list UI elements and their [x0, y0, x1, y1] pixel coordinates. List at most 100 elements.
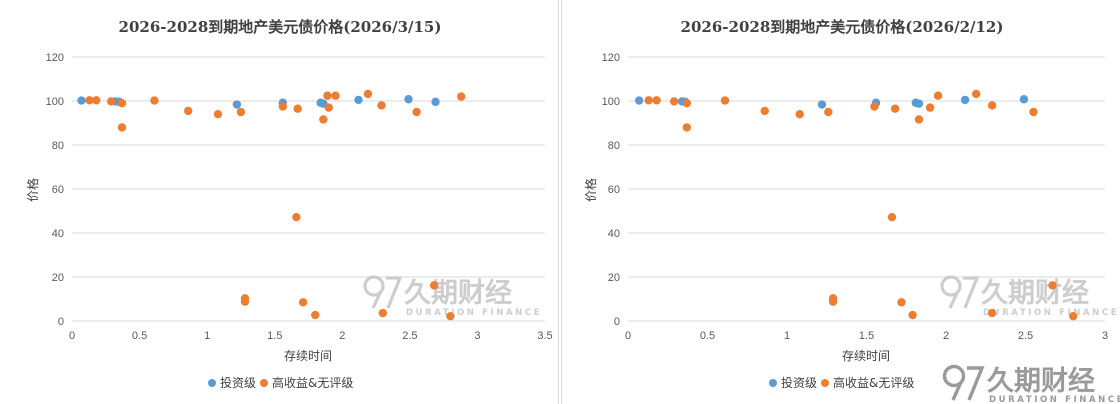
- point-high-yield: [412, 107, 421, 117]
- point-high-yield: [652, 96, 661, 105]
- y-tick-labels: 0 20 40 60 80 100 120: [602, 52, 620, 328]
- point-high-yield: [106, 97, 116, 106]
- x-tick-labels: 0 0.5 1 1.5 2 2.5 3 3.5: [69, 330, 553, 342]
- point-high-yield: [213, 110, 223, 119]
- point-high-yield: [933, 91, 943, 100]
- point-high-yield: [972, 89, 981, 99]
- point-investment-grade: [232, 100, 242, 109]
- point-high-yield: [446, 311, 455, 321]
- scatter-points: [77, 89, 466, 321]
- legend: 投资级 高收益&无评级: [769, 375, 914, 390]
- point-high-yield: [363, 89, 373, 99]
- footer-sub: DURATION FINANCE: [989, 395, 1120, 404]
- x-tick-label: 2.5: [1018, 330, 1033, 342]
- point-high-yield: [760, 106, 769, 116]
- point-high-yield: [987, 101, 997, 110]
- point-high-yield: [331, 91, 340, 100]
- y-tick-labels: 0 20 40 60 80 100 120: [46, 52, 64, 328]
- chart-panel-right: 2026-2028到期地产美元债价格(2026/2/12) 0 20 40 60 80 1…: [561, 0, 1120, 404]
- point-high-yield: [824, 107, 833, 117]
- x-tick-label: 1: [784, 330, 790, 342]
- x-tick-label: 0: [69, 330, 75, 342]
- watermark-emblem-icon: [363, 275, 403, 309]
- y-tick-label: 20: [608, 272, 620, 284]
- watermark-brand: 久期财经: [981, 277, 1089, 309]
- x-tick-label: 3: [474, 330, 480, 342]
- x-tick-label: 0: [625, 330, 631, 342]
- point-investment-grade: [817, 100, 827, 109]
- point-high-yield: [682, 123, 692, 132]
- footer-emblem-icon: [942, 364, 985, 401]
- x-tick-label: 0.5: [132, 330, 147, 342]
- point-investment-grade: [431, 97, 440, 107]
- point-investment-grade: [960, 95, 970, 105]
- point-high-yield: [85, 96, 94, 105]
- legend-marker-investment-grade: [208, 379, 216, 387]
- y-tick-label: 20: [52, 272, 64, 284]
- y-axis-label: 价格: [583, 178, 598, 202]
- x-axis-label: 存续时间: [842, 349, 890, 363]
- point-high-yield: [150, 96, 159, 105]
- y-axis-label: 价格: [25, 178, 40, 202]
- point-high-yield: [298, 298, 308, 307]
- watermark-brand: 久期财经: [404, 277, 512, 309]
- watermark-sub: DURATION FINANCE: [406, 308, 542, 318]
- y-tick-label: 0: [58, 316, 64, 328]
- y-tick-label: 60: [608, 184, 620, 196]
- point-high-yield: [457, 92, 466, 101]
- point-high-yield: [720, 96, 730, 105]
- point-high-yield: [292, 212, 301, 222]
- watermark-sub: DURATION FINANCE: [983, 308, 1119, 318]
- legend-label-high-yield: 高收益&无评级: [272, 375, 353, 390]
- point-high-yield: [925, 103, 935, 112]
- point-high-yield: [184, 106, 193, 116]
- footer-logo: 久期财经 DURATION FINANCE: [942, 364, 1120, 404]
- point-investment-grade: [1019, 95, 1029, 104]
- legend: 投资级 高收益&无评级: [208, 375, 353, 390]
- chart-right: 2026-2028到期地产美元债价格(2026/2/12) 0204060801…: [583, 18, 1120, 404]
- x-axis-label: 存续时间: [284, 349, 332, 363]
- x-tick-label: 2: [339, 330, 345, 342]
- y-tick-label: 40: [52, 228, 64, 240]
- point-high-yield: [377, 101, 386, 110]
- chart-title: 2026-2028到期地产美元债价格(2026/2/12): [681, 18, 1004, 36]
- watermark-emblem-icon: [940, 275, 980, 309]
- point-high-yield: [987, 308, 997, 318]
- point-high-yield: [117, 123, 127, 132]
- point-high-yield: [828, 297, 838, 306]
- legend-marker-high-yield: [821, 379, 829, 387]
- legend-marker-high-yield: [260, 379, 268, 387]
- chart-left: 2026-2028到期地产美元债价格(2026/3/15) 0204060801…: [25, 18, 553, 390]
- point-high-yield: [278, 102, 288, 111]
- point-high-yield: [795, 110, 804, 119]
- grid-lines: [628, 56, 1105, 322]
- point-high-yield: [319, 115, 328, 124]
- point-investment-grade: [914, 99, 924, 108]
- point-high-yield: [117, 99, 127, 108]
- x-tick-label: 2.5: [402, 330, 417, 342]
- point-high-yield: [914, 115, 924, 124]
- point-high-yield: [323, 91, 332, 100]
- x-tick-labels: 0 0.5 1 1.5 2 2.5 3: [625, 330, 1108, 342]
- point-high-yield: [236, 107, 246, 117]
- x-tick-label: 1: [204, 330, 210, 342]
- footer-brand: 久期财经: [987, 365, 1095, 397]
- point-high-yield: [92, 96, 101, 105]
- y-tick-label: 120: [46, 52, 64, 64]
- point-high-yield: [1048, 281, 1057, 290]
- point-high-yield: [870, 102, 879, 111]
- point-high-yield: [1029, 107, 1038, 117]
- x-tick-label: 2: [943, 330, 949, 342]
- point-high-yield: [1069, 311, 1078, 321]
- point-high-yield: [908, 310, 917, 320]
- y-tick-label: 100: [602, 96, 620, 108]
- point-high-yield: [682, 99, 692, 108]
- point-high-yield: [293, 104, 302, 113]
- point-investment-grade: [634, 96, 644, 105]
- y-tick-label: 0: [614, 316, 620, 328]
- y-tick-label: 100: [46, 96, 64, 108]
- point-investment-grade: [77, 96, 86, 105]
- point-high-yield: [240, 297, 250, 306]
- watermark-logo: 久期财经 DURATION FINANCE: [363, 275, 542, 318]
- y-tick-label: 80: [52, 140, 64, 152]
